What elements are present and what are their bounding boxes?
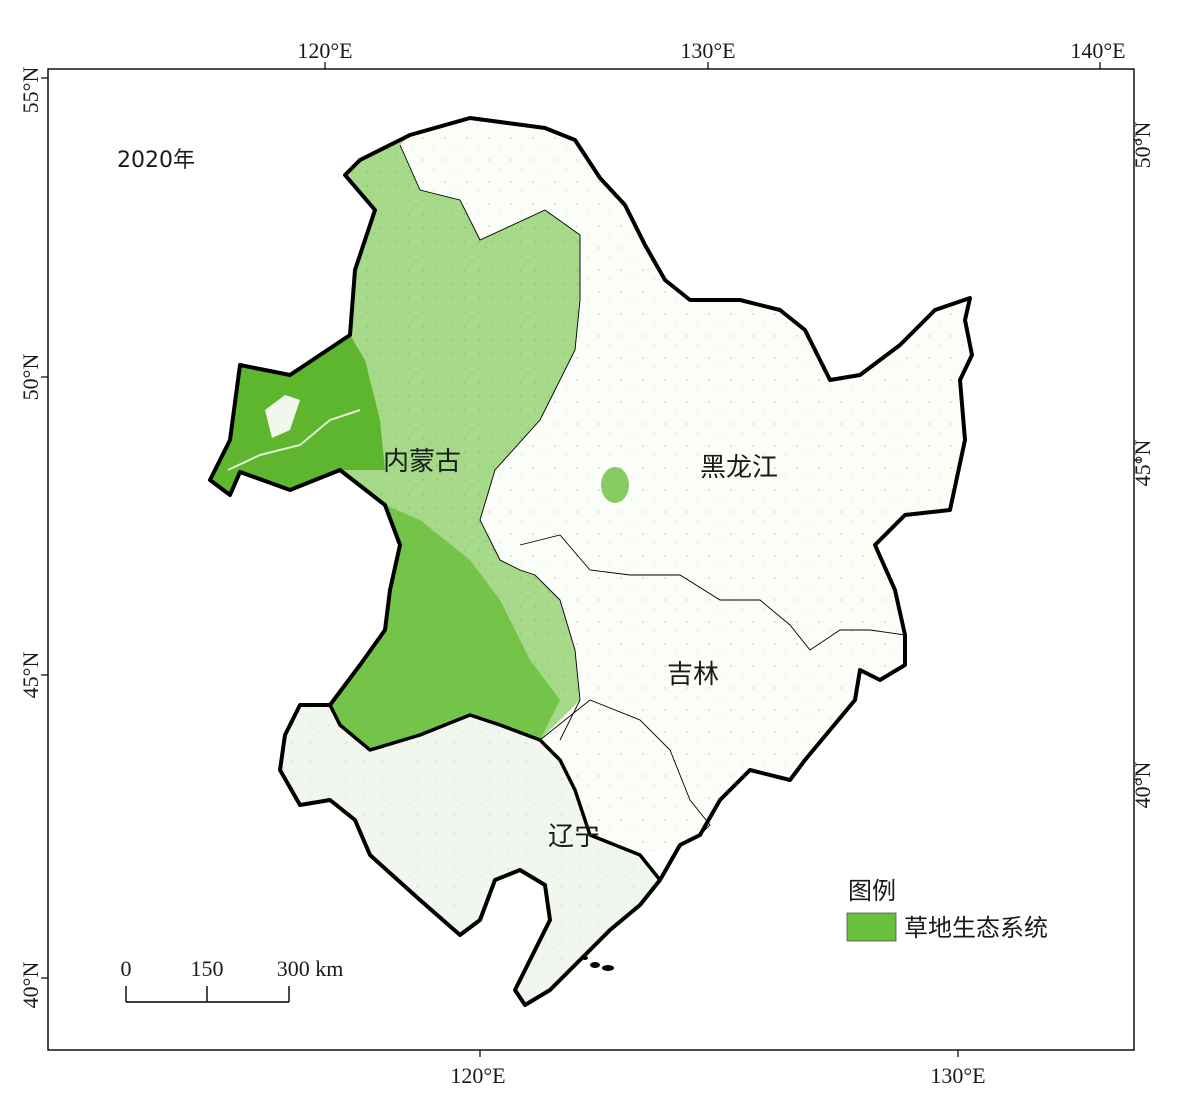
lat-label-left-40: 40°N: [18, 962, 43, 1009]
graticule-ticks: [41, 62, 1141, 1057]
lon-label-top-140: 140°E: [1070, 38, 1125, 63]
outer-boundary: [208, 116, 974, 1007]
grassland-patch-heilongjiang: [601, 467, 629, 503]
scale-label-300km: 300 km: [277, 956, 344, 981]
liaoning-texture: [280, 705, 660, 1005]
legend-label-grassland: 草地生态系统: [904, 914, 1048, 942]
lon-label-bottom-120: 120°E: [450, 1063, 505, 1088]
lon-label-top-130: 130°E: [680, 38, 735, 63]
inner-mongolia-south-border: [328, 704, 662, 882]
river-west: [227, 409, 361, 471]
scale-label-0: 0: [121, 956, 132, 981]
lat-label-right-40: 40°N: [1130, 762, 1155, 809]
province-boundaries: [399, 144, 906, 836]
lon-label-top-120: 120°E: [297, 38, 352, 63]
legend-swatch-grassland: [846, 912, 897, 942]
lat-label-left-55: 55°N: [18, 67, 43, 114]
lat-label-right-50: 50°N: [1130, 122, 1155, 169]
lake: [265, 395, 300, 438]
province-label-jilin: 吉林: [667, 660, 719, 690]
lat-label-left-45: 45°N: [18, 652, 43, 699]
scale-label-150: 150: [191, 956, 224, 981]
lon-label-bottom-130: 130°E: [930, 1063, 985, 1088]
legend: 图例 草地生态系统: [846, 877, 1048, 942]
dense-grassland-south: [330, 505, 560, 750]
province-label-liaoning: 辽宁: [548, 822, 600, 852]
year-label: 2020年: [117, 148, 195, 173]
dense-grassland-west: [210, 335, 385, 495]
province-label-inner-mongolia: 内蒙古: [383, 447, 461, 477]
lat-label-right-45: 45°N: [1130, 440, 1155, 487]
province-label-heilongjiang: 黑龙江: [700, 453, 778, 483]
heilongjiang-speckle: [400, 118, 972, 855]
scale-bar: 0 150 300 km: [121, 956, 344, 1003]
islands: [582, 956, 614, 971]
lat-label-left-50: 50°N: [18, 354, 43, 401]
legend-title: 图例: [848, 877, 896, 905]
graticule-labels: 120°E 130°E 140°E 120°E 130°E 55°N 50°N …: [18, 38, 1155, 1088]
